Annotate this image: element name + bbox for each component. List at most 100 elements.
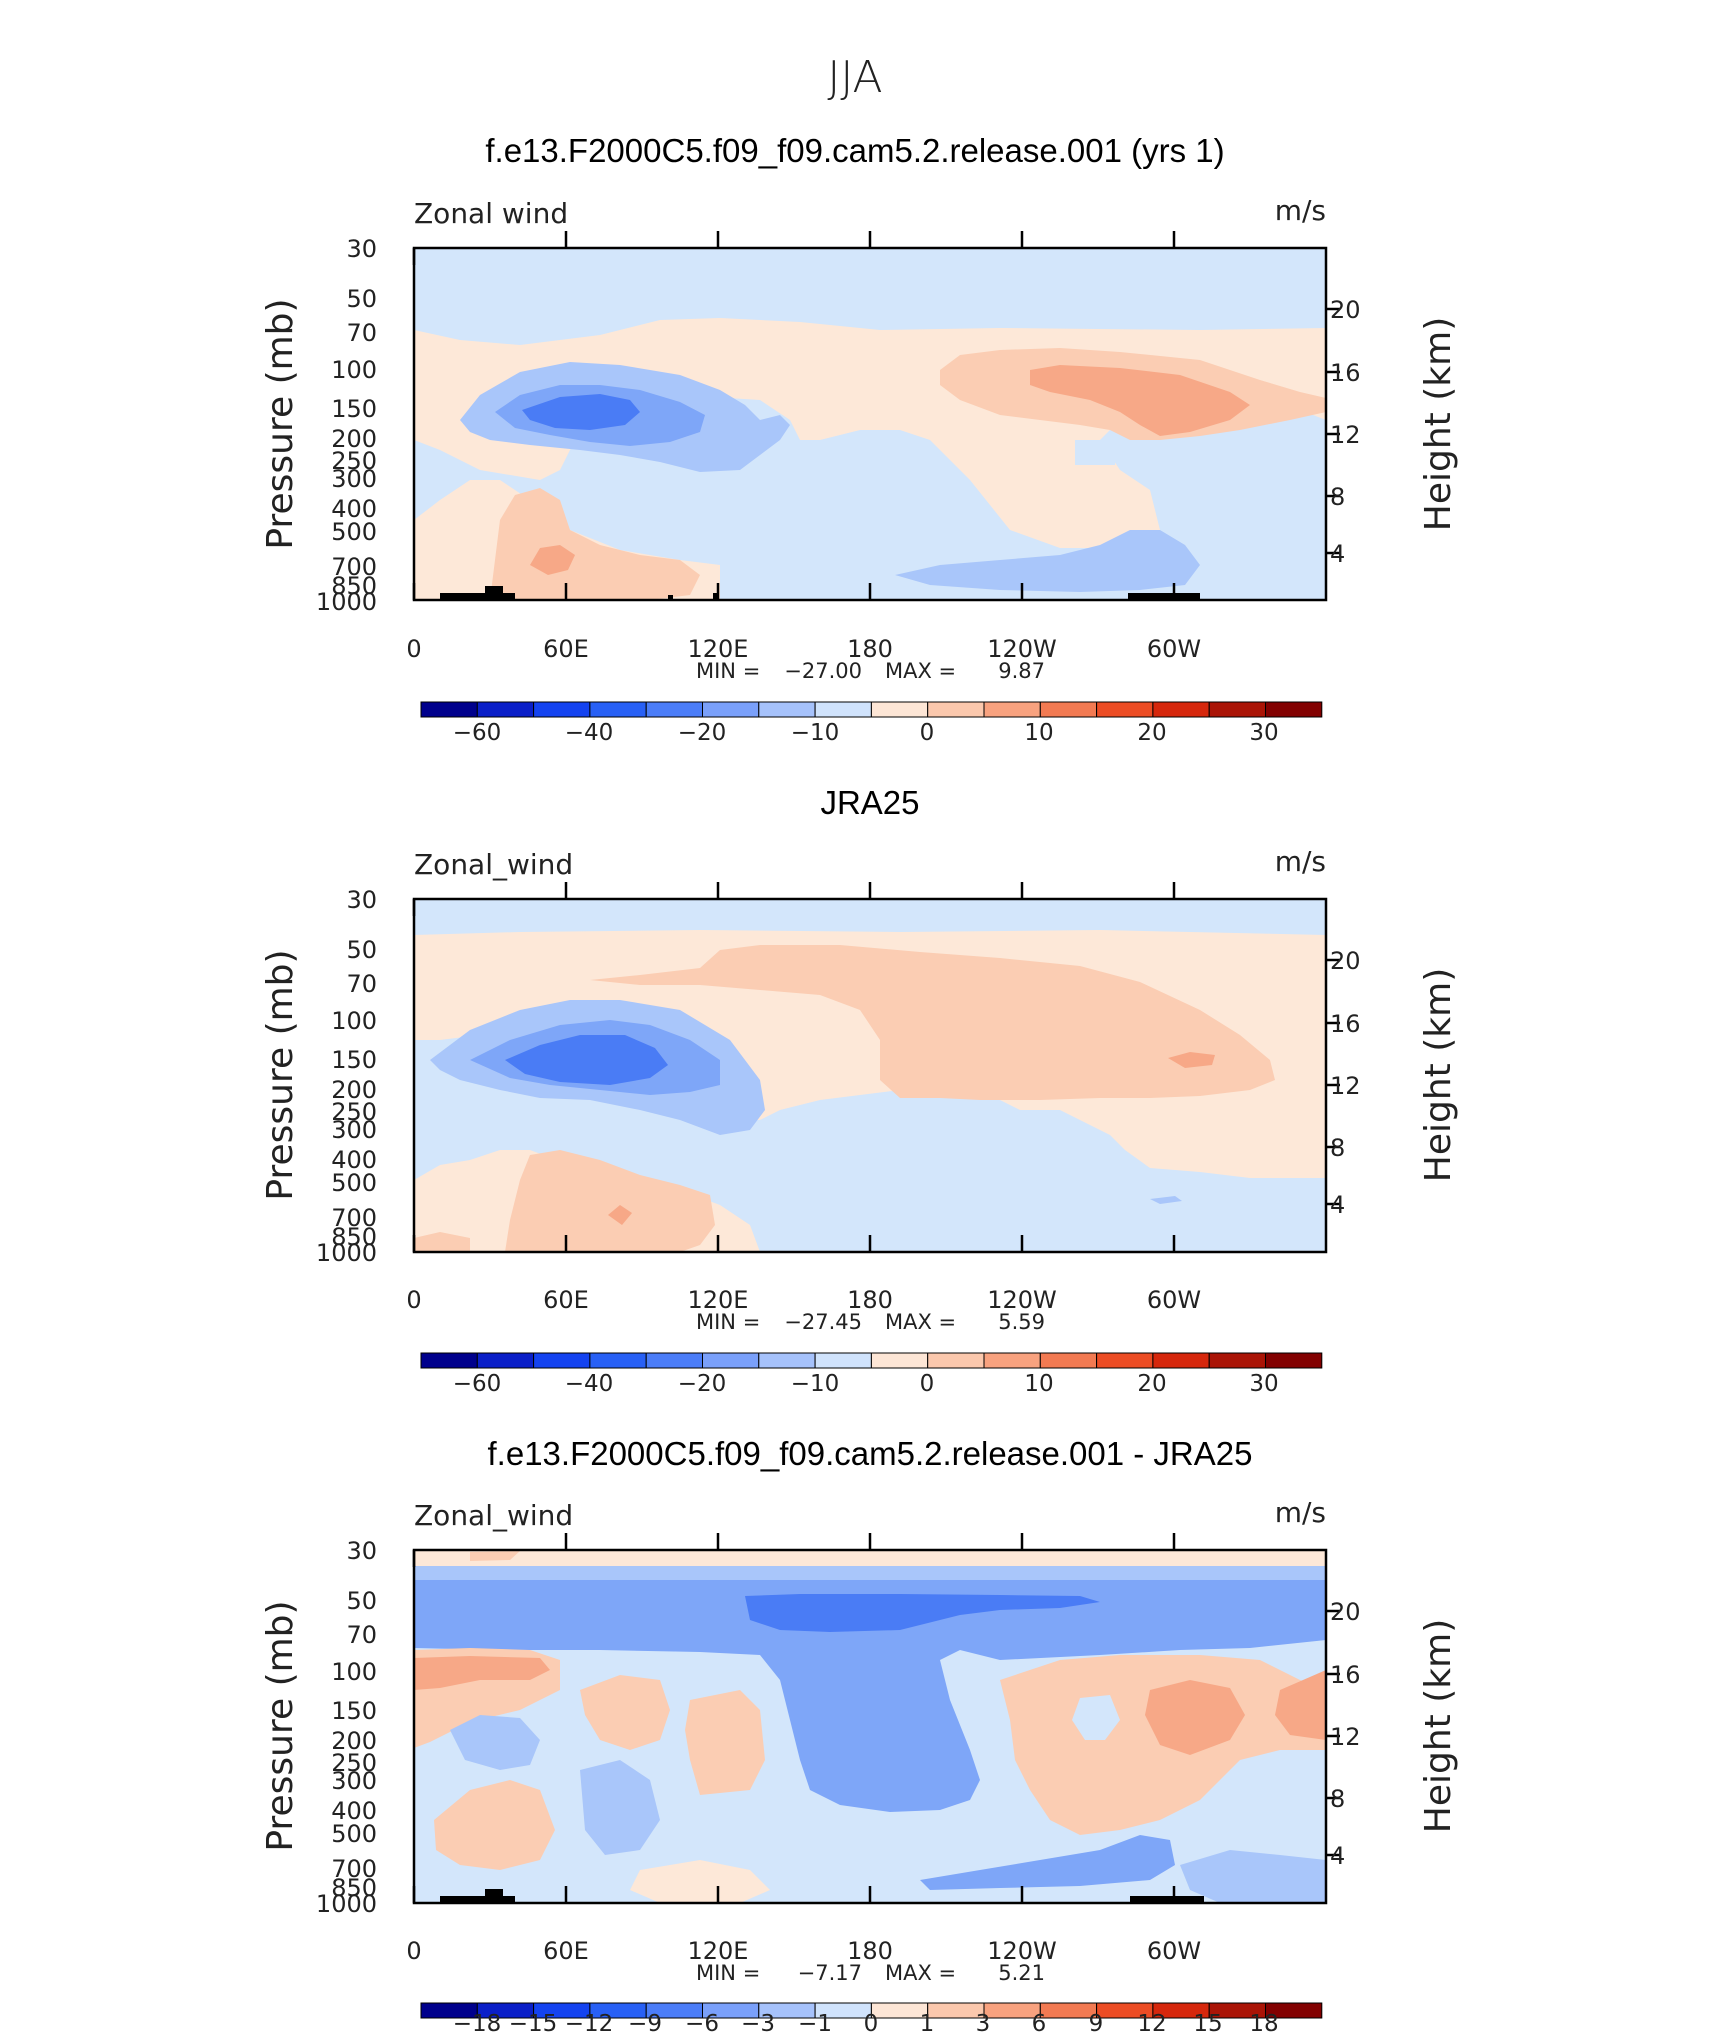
colorbar-swatch <box>533 701 591 718</box>
y-tick-label: 1000 <box>316 1239 377 1267</box>
colorbar-swatch <box>927 1352 985 1369</box>
colorbar-2 <box>420 1352 1323 1369</box>
height-tick-label: 8 <box>1330 483 1345 511</box>
x-tick-label: 60E <box>543 1286 589 1314</box>
y-tick-label: 1000 <box>316 588 377 616</box>
panel-1-variable: Zonal wind <box>414 197 568 230</box>
panel-3-stratospheric-blue <box>414 1580 1326 1812</box>
colorbar-label: −60 <box>453 720 502 746</box>
colorbar-1 <box>420 701 1323 718</box>
panel-2-x-ticks <box>412 882 1176 1252</box>
x-tick-label: 60W <box>1147 1937 1201 1965</box>
x-tick-label: 60W <box>1147 1286 1201 1314</box>
panel-1-blue-core <box>522 394 640 430</box>
panel-2-blue-core <box>505 1035 668 1085</box>
colorbar-label: −15 <box>509 2011 558 2037</box>
colorbar-label: −9 <box>628 2011 662 2037</box>
colorbar-swatch <box>1265 701 1323 718</box>
panel-3-orange-blob-2 <box>685 1690 765 1795</box>
height-tick-label: 20 <box>1330 947 1361 975</box>
colorbar-swatch <box>645 1352 704 1369</box>
y-tick-label: 500 <box>331 518 377 546</box>
colorbar-label: −3 <box>741 2011 775 2037</box>
x-tick-label: 0 <box>406 1286 421 1314</box>
panel-2-surface-light-orange <box>414 1232 470 1252</box>
panel-1-lower-westerly-core <box>530 545 575 575</box>
panel-2: JRA25 Zonal_wind m/s 0 <box>260 784 1459 1397</box>
colorbar-label: −1 <box>798 2011 832 2037</box>
colorbar-label: 10 <box>1024 1371 1053 1397</box>
panel-1-x-ticks <box>412 231 1176 600</box>
colorbar-label: 9 <box>1089 2011 1104 2037</box>
colorbar-label: 12 <box>1137 2011 1166 2037</box>
x-tick-label: 0 <box>406 635 421 663</box>
colorbar-label: 0 <box>864 2011 879 2037</box>
colorbar-label: 30 <box>1249 1371 1278 1397</box>
colorbar-swatch <box>420 1352 478 1369</box>
panel-3-blue-central-mid <box>580 1760 660 1855</box>
panel-2-stats: MIN = −27.45 MAX = 5.59 <box>696 1310 1045 1334</box>
colorbar-label: −40 <box>565 1371 614 1397</box>
x-tick-label: 180 <box>847 635 893 663</box>
panel-3-units: m/s <box>1275 1496 1326 1529</box>
panel-1-right-ticks <box>1326 307 1340 555</box>
y-tick-label: 100 <box>331 356 377 384</box>
panel-2-x-tick-labels: 0 60E 120E 180 120W 60W <box>406 1286 1201 1314</box>
colorbar-label: −20 <box>678 1371 727 1397</box>
colorbar-label: 1 <box>920 2011 935 2037</box>
y-tick-label: 50 <box>346 285 377 313</box>
colorbar-swatch <box>870 1352 929 1369</box>
panel-1-ylabel-right: Height (km) <box>1418 317 1459 531</box>
y-tick-label: 50 <box>346 1587 377 1615</box>
stats-max-value: 5.21 <box>998 1961 1045 1985</box>
height-tick-label: 16 <box>1330 1010 1361 1038</box>
x-tick-label: 120E <box>688 1286 749 1314</box>
colorbar-label: 0 <box>920 1371 935 1397</box>
panel-3-stats: MIN = −7.17 MAX = 5.21 <box>696 1961 1045 1985</box>
y-tick-label: 50 <box>346 936 377 964</box>
colorbar-swatch <box>1208 1352 1266 1369</box>
colorbar-label: 18 <box>1249 2011 1278 2037</box>
panel-1-height-labels: 20 16 12 8 4 <box>1330 296 1361 568</box>
colorbar-label: 6 <box>1032 2011 1047 2037</box>
panel-1-lower-westerly-medium <box>490 488 700 600</box>
colorbar-label: −60 <box>453 1371 502 1397</box>
x-tick-label: 60E <box>543 1937 589 1965</box>
stats-min-label: MIN = <box>696 1310 760 1334</box>
panel-2-ylabel-left: Pressure (mb) <box>260 949 301 1200</box>
panel-3-height-labels: 20 16 12 8 4 <box>1330 1598 1361 1870</box>
colorbar-swatch <box>420 701 478 718</box>
y-tick-label: 300 <box>331 1116 377 1144</box>
panel-3-x-tick-labels: 0 60E 120E 180 120W 60W <box>406 1937 1201 1965</box>
height-tick-label: 4 <box>1330 1191 1345 1219</box>
panel-3-topography <box>440 1889 1204 1904</box>
panel-3-blue-west-mid <box>450 1715 540 1770</box>
height-tick-label: 8 <box>1330 1785 1345 1813</box>
y-tick-label: 30 <box>346 1537 377 1565</box>
x-tick-label: 120E <box>688 1937 749 1965</box>
height-tick-label: 12 <box>1330 1723 1361 1751</box>
colorbar-swatch <box>476 701 535 718</box>
panel-1-x-tick-labels: 0 60E 120E 180 120W 60W <box>406 635 1201 663</box>
colorbar-swatch <box>758 1352 816 1369</box>
y-tick-label: 70 <box>346 319 377 347</box>
colorbar-3-labels: −18 −15 −12 −9 −6 −3 −1 0 1 3 6 9 12 15 … <box>453 2011 1279 2037</box>
panel-3-orange-blob-1 <box>580 1675 670 1750</box>
colorbar-swatch <box>1039 1352 1098 1369</box>
colorbar-swatch <box>1152 701 1210 718</box>
height-tick-label: 20 <box>1330 296 1361 324</box>
panel-3-top-orange-strip <box>414 1550 1326 1566</box>
colorbar-label: −10 <box>791 1371 840 1397</box>
figure-title: JJA <box>827 52 882 103</box>
colorbar-swatch <box>702 701 760 718</box>
y-tick-label: 30 <box>346 886 377 914</box>
height-tick-label: 12 <box>1330 1072 1361 1100</box>
colorbar-swatch <box>1096 701 1154 718</box>
panel-1-contours <box>414 248 1326 600</box>
panel-3-top-orange-blob <box>470 1551 520 1561</box>
y-tick-label: 250 <box>331 1098 377 1126</box>
y-tick-label: 150 <box>331 1697 377 1725</box>
panel-2-title: JRA25 <box>820 784 919 821</box>
colorbar-swatch <box>1265 1352 1323 1369</box>
